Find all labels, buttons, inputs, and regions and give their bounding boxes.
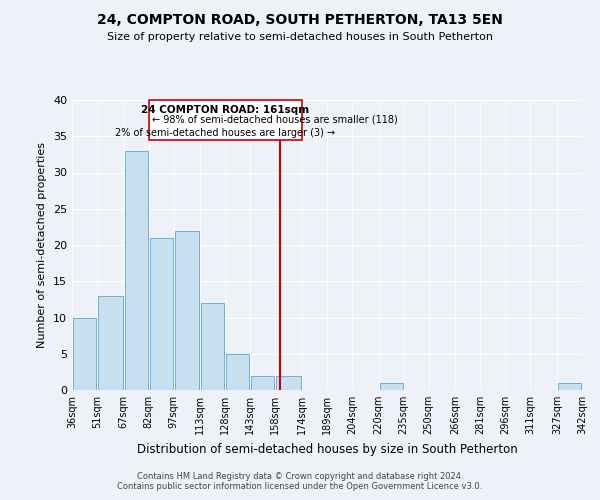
- Text: Contains HM Land Registry data © Crown copyright and database right 2024.: Contains HM Land Registry data © Crown c…: [137, 472, 463, 481]
- Bar: [98, 296, 122, 390]
- Bar: [73, 318, 96, 390]
- Bar: [202, 303, 224, 390]
- Bar: [226, 354, 250, 390]
- Y-axis label: Number of semi-detached properties: Number of semi-detached properties: [37, 142, 47, 348]
- FancyBboxPatch shape: [149, 100, 302, 140]
- Bar: [149, 238, 173, 390]
- Text: Contains public sector information licensed under the Open Government Licence v3: Contains public sector information licen…: [118, 482, 482, 491]
- Bar: [277, 376, 301, 390]
- Text: 2% of semi-detached houses are larger (3) →: 2% of semi-detached houses are larger (3…: [115, 128, 335, 138]
- Bar: [175, 230, 199, 390]
- Bar: [558, 383, 581, 390]
- Text: Size of property relative to semi-detached houses in South Petherton: Size of property relative to semi-detach…: [107, 32, 493, 42]
- Bar: [125, 151, 148, 390]
- Text: 24 COMPTON ROAD: 161sqm: 24 COMPTON ROAD: 161sqm: [141, 104, 310, 115]
- Text: ← 98% of semi-detached houses are smaller (118): ← 98% of semi-detached houses are smalle…: [152, 114, 398, 124]
- Text: 24, COMPTON ROAD, SOUTH PETHERTON, TA13 5EN: 24, COMPTON ROAD, SOUTH PETHERTON, TA13 …: [97, 12, 503, 26]
- X-axis label: Distribution of semi-detached houses by size in South Petherton: Distribution of semi-detached houses by …: [137, 442, 517, 456]
- Bar: [380, 383, 403, 390]
- Bar: [251, 376, 274, 390]
